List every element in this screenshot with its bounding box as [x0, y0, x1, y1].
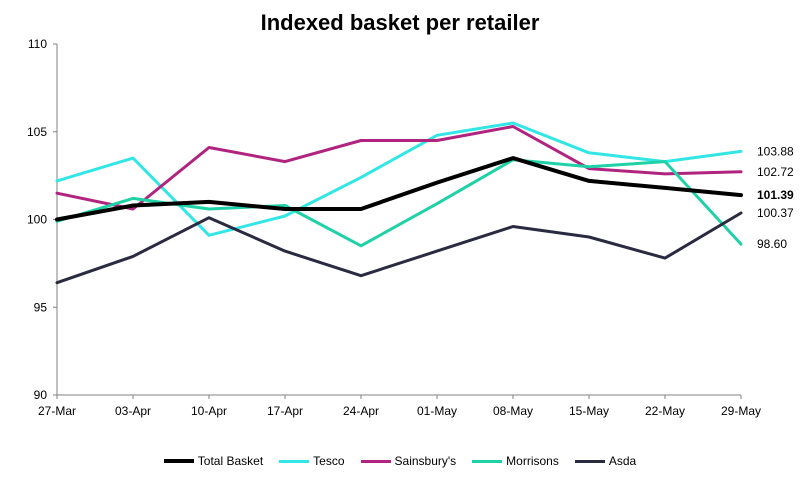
- x-tick-label: 17-Apr: [267, 404, 303, 418]
- series-line-tesco: [55, 121, 743, 237]
- legend-label: Asda: [608, 454, 637, 468]
- end-value-label: 101.39: [757, 188, 794, 202]
- legend-item: Tesco: [279, 454, 345, 468]
- legend-item: Sainsbury's: [360, 454, 457, 468]
- x-tick-label: 29-May: [721, 404, 761, 418]
- x-tick-label: 10-Apr: [191, 404, 227, 418]
- legend-item: Total Basket: [163, 454, 264, 468]
- legend-item: Asda: [574, 454, 637, 468]
- y-tick-label: 95: [34, 300, 48, 314]
- y-tick-label: 110: [28, 37, 47, 51]
- x-tick-label: 24-Apr: [343, 404, 379, 418]
- series-line-asda: [55, 211, 743, 285]
- legend-item: Morrisons: [472, 454, 559, 468]
- x-tick-label: 22-May: [645, 404, 685, 418]
- end-value-label: 98.60: [757, 237, 787, 251]
- x-tick-label: 27-Mar: [38, 404, 76, 418]
- x-tick-label: 03-Apr: [115, 404, 151, 418]
- legend-label: Sainsbury's: [394, 454, 457, 468]
- legend-label: Total Basket: [197, 454, 264, 468]
- legend-swatch: [574, 459, 605, 463]
- legend-swatch: [163, 459, 194, 463]
- series-line-total-basket: [55, 156, 743, 222]
- legend-label: Tesco: [313, 454, 345, 468]
- y-tick-label: 100: [27, 213, 47, 227]
- legend-swatch: [472, 459, 503, 463]
- x-tick-label: 08-May: [493, 404, 533, 418]
- chart-title: Indexed basket per retailer: [260, 10, 540, 35]
- x-tick-label: 15-May: [569, 404, 609, 418]
- legend-label: Morrisons: [506, 454, 559, 468]
- legend-swatch: [360, 459, 391, 463]
- end-value-label: 103.88: [757, 144, 794, 158]
- chart-legend: Total Basket Tesco Sainsbury's Morrisons Asd…: [0, 454, 800, 468]
- x-tick-label: 01-May: [417, 404, 457, 418]
- legend-swatch: [279, 459, 310, 463]
- y-tick-label: 90: [34, 388, 48, 402]
- series-line-sainsbury-s: [55, 125, 743, 211]
- y-tick-label: 105: [27, 125, 47, 139]
- end-value-label: 100.37: [757, 206, 794, 220]
- end-value-label: 102.72: [757, 165, 794, 179]
